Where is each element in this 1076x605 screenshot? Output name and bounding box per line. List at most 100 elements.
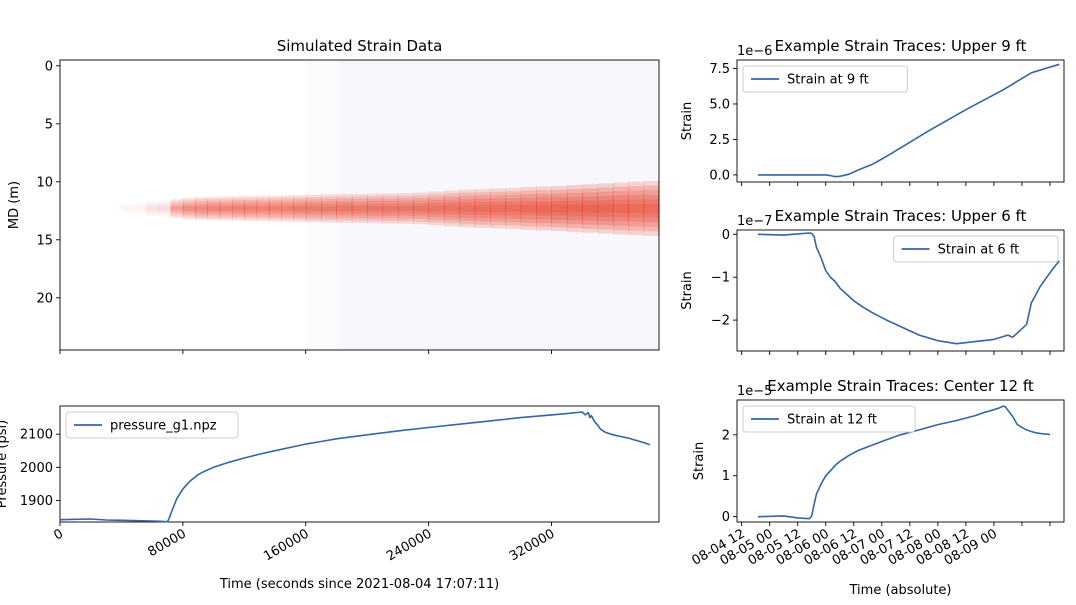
heatmap-cell bbox=[351, 201, 368, 216]
heatmap-cell bbox=[244, 195, 258, 221]
trace12-legend-box bbox=[742, 405, 916, 433]
heatmap-cell bbox=[195, 202, 208, 215]
heatmap-cell bbox=[281, 195, 294, 222]
heatmap-cell bbox=[293, 197, 307, 220]
heatmap-cell bbox=[566, 185, 583, 232]
heatmap-cell bbox=[628, 204, 645, 213]
heatmap-cell bbox=[256, 197, 270, 220]
heatmap-cell bbox=[321, 199, 337, 218]
heatmap-cell bbox=[582, 200, 599, 217]
trace6-ylabel: Strain bbox=[680, 271, 695, 310]
heatmap-cell bbox=[244, 204, 258, 213]
trace6-offset-text: 1e−7 bbox=[737, 214, 772, 229]
heatmap-cell bbox=[336, 203, 353, 214]
heatmap-cell bbox=[367, 201, 384, 216]
trace9-ytick-label: 5.0 bbox=[709, 97, 730, 112]
heatmap-cell bbox=[244, 200, 258, 217]
heatmap-cell bbox=[281, 199, 294, 218]
heatmap-cell bbox=[459, 202, 476, 215]
trace12-ytick-label: 0 bbox=[722, 510, 730, 525]
heatmap-cell bbox=[490, 191, 506, 226]
trace12-title: Example Strain Traces: Center 12 ft bbox=[767, 377, 1034, 395]
heatmap-cell bbox=[459, 195, 476, 222]
trace9-ylabel: Strain bbox=[680, 102, 695, 141]
heatmap-cell bbox=[382, 198, 399, 219]
heatmap-cell bbox=[207, 200, 221, 217]
heatmap-cell bbox=[505, 194, 522, 223]
heatmap-cell bbox=[207, 202, 221, 215]
heatmap-cell bbox=[566, 204, 583, 213]
heatmap-cell bbox=[628, 181, 645, 236]
heatmap-cell bbox=[219, 196, 233, 221]
heatmap-cell bbox=[336, 206, 353, 211]
heatmap-cell bbox=[182, 204, 196, 213]
heatmap-cell bbox=[628, 186, 645, 231]
heatmap-cell bbox=[134, 207, 147, 209]
heatmap-cell bbox=[566, 188, 583, 229]
trace6-ytick-label: −1 bbox=[711, 271, 730, 286]
heatmap-cell bbox=[536, 193, 552, 224]
heatmap-cell bbox=[397, 200, 414, 217]
heatmap-cell bbox=[505, 201, 522, 216]
heatmap-cell bbox=[281, 204, 294, 213]
heatmap-cell bbox=[428, 200, 445, 217]
heatmap-cell bbox=[536, 197, 552, 220]
heatmap-cell bbox=[367, 198, 384, 219]
heatmap-cell bbox=[170, 205, 184, 212]
heatmap-cell bbox=[268, 206, 282, 211]
heatmap-cell bbox=[582, 204, 599, 213]
heatmap-cell bbox=[520, 190, 537, 227]
heatmap-cell bbox=[490, 198, 506, 219]
heatmap-cell bbox=[268, 195, 282, 222]
heatmap-cell bbox=[566, 192, 583, 225]
heatmap-cell bbox=[195, 198, 208, 219]
heatmap-cell bbox=[351, 203, 368, 214]
heatmap-cell bbox=[413, 203, 430, 214]
heatmap-cell bbox=[321, 201, 337, 216]
heatmap-ytick-label: 5 bbox=[45, 117, 53, 132]
heatmap-cell bbox=[293, 194, 307, 223]
pressure-legend-box bbox=[65, 411, 239, 439]
trace9-ytick-label: 0.0 bbox=[709, 168, 730, 183]
heatmap-cell bbox=[612, 195, 629, 222]
heatmap-cell bbox=[182, 197, 196, 220]
trace6-title: Example Strain Traces: Upper 6 ft bbox=[775, 207, 1027, 225]
heatmap-cell bbox=[336, 201, 353, 216]
trace6-ytick-label: 0 bbox=[722, 228, 730, 243]
pressure-legend-label: pressure_g1.npz bbox=[110, 419, 217, 434]
heatmap-cell bbox=[597, 191, 614, 226]
heatmap-cell bbox=[351, 196, 368, 221]
heatmap-cell bbox=[443, 202, 460, 215]
heatmap-cell bbox=[281, 206, 294, 211]
heatmap-cell bbox=[536, 204, 552, 213]
heatmap-cell bbox=[281, 197, 294, 220]
heatmap-cell bbox=[182, 203, 196, 214]
heatmap-cell bbox=[232, 196, 245, 221]
trace9-legend-label: Strain at 9 ft bbox=[787, 73, 869, 88]
trace12-ytick-label: 2 bbox=[722, 428, 730, 443]
heatmap-cell bbox=[351, 198, 368, 219]
heatmap-cell bbox=[305, 206, 322, 211]
heatmap-cell bbox=[397, 198, 414, 219]
heatmap-cell bbox=[382, 195, 399, 222]
heatmap-cell bbox=[413, 195, 430, 222]
heatmap-ylabel: MD (m) bbox=[7, 181, 22, 229]
heatmap-cell bbox=[293, 199, 307, 218]
heatmap-cell bbox=[612, 182, 629, 235]
heatmap-cell bbox=[121, 208, 134, 210]
heatmap-cell bbox=[195, 206, 208, 211]
heatmap-cell bbox=[382, 203, 399, 214]
heatmap-cell bbox=[582, 184, 599, 233]
heatmap-cell bbox=[268, 197, 282, 220]
heatmap-cell bbox=[474, 205, 491, 212]
heatmap-cell bbox=[305, 196, 322, 220]
trace12-xlabel: Time (absolute) bbox=[849, 583, 952, 598]
heatmap-cell bbox=[219, 200, 233, 217]
heatmap-cell bbox=[628, 190, 645, 227]
heatmap-cell bbox=[207, 196, 221, 221]
heatmap-cell bbox=[443, 193, 460, 224]
heatmap-ytick-label: 20 bbox=[36, 291, 53, 306]
heatmap-cell bbox=[336, 194, 353, 223]
heatmap-cell bbox=[351, 193, 368, 224]
heatmap-cell bbox=[321, 206, 337, 211]
